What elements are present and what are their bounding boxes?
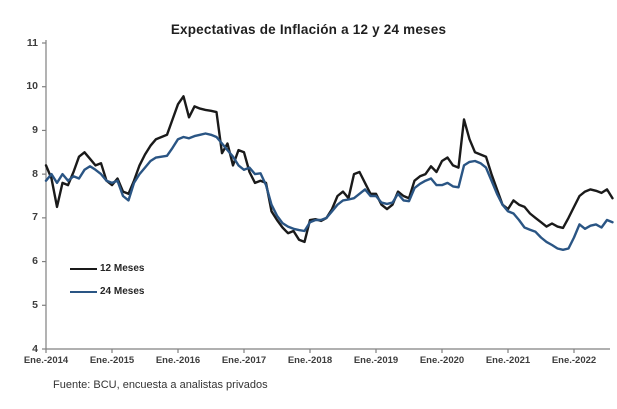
y-tick-label: 5 <box>32 298 38 311</box>
legend-line-swatch-24-meses <box>70 290 97 293</box>
legend-line-swatch-12-meses <box>70 267 97 270</box>
y-tick-label: 4 <box>32 342 38 355</box>
x-tick-label: Ene.-2022 <box>551 355 597 366</box>
chart-title: Expectativas de Inflación a 12 y 24 mese… <box>170 22 447 37</box>
x-tick-label: Ene.-2015 <box>89 355 135 366</box>
series-line-24-meses <box>44 132 614 252</box>
x-tick-label: Ene.-2017 <box>221 355 267 366</box>
y-tick-label: 10 <box>26 80 38 93</box>
legend-item-12-meses: 12 Meses <box>70 257 144 280</box>
x-tick-label: Ene.-2019 <box>353 355 399 366</box>
y-tick-label: 6 <box>32 255 38 268</box>
y-tick-label: 8 <box>32 167 38 180</box>
x-tick-label: Ene.-2014 <box>23 355 69 366</box>
legend-label-12-meses: 12 Meses <box>100 263 145 274</box>
series-line-12-meses <box>44 95 614 244</box>
source-note: Fuente: BCU, encuesta a analistas privad… <box>53 379 268 391</box>
legend-label-24-meses: 24 Meses <box>100 286 145 297</box>
x-tick-label: Ene.-2018 <box>287 355 333 366</box>
y-tick-label: 7 <box>32 211 38 224</box>
legend-item-24-meses: 24 Meses <box>70 280 144 303</box>
x-tick-label: Ene.-2020 <box>419 355 465 366</box>
legend: 12 Meses 24 Meses <box>70 257 144 303</box>
y-tick-label: 11 <box>26 36 38 49</box>
x-tick-label: Ene.-2021 <box>485 355 531 366</box>
y-tick-label: 9 <box>32 123 38 136</box>
x-tick-label: Ene.-2016 <box>155 355 201 366</box>
